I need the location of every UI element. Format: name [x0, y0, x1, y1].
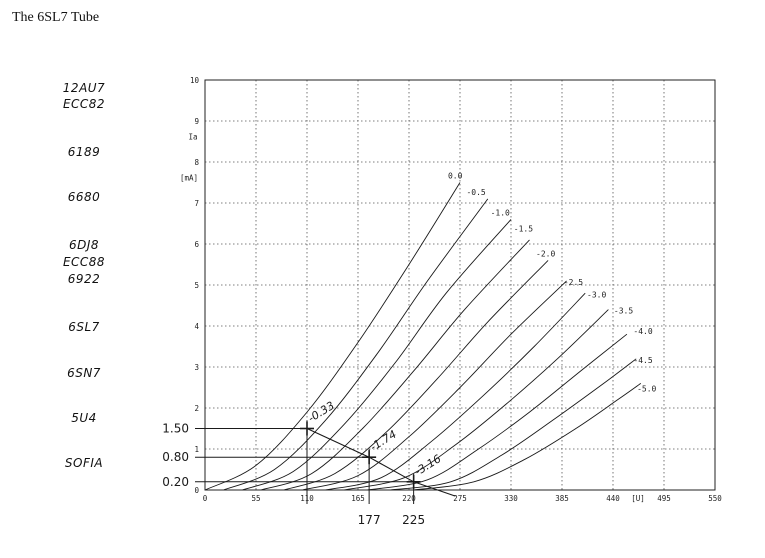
grid-voltage-label: -0.5 [466, 188, 485, 197]
tube-label-6sn7: 6SN7 [67, 366, 101, 380]
x-tick-label: 440 [606, 494, 620, 503]
tube-label-6922: 6922 [67, 272, 101, 286]
y-tick-label: 8 [194, 158, 199, 167]
plate-curve [223, 198, 489, 491]
x-tick-labels: 0 55 110 165 220 275 330 385 440 495 550 [203, 494, 723, 503]
grid-voltage-label: -5.0 [637, 385, 656, 394]
plate-curves [204, 182, 642, 491]
y-tick-label: 9 [194, 117, 199, 126]
plate-curve [241, 219, 512, 491]
tube-label-6680: 6680 [67, 190, 101, 204]
x-tick-label: 275 [453, 494, 467, 503]
y-tick-label: 2 [194, 404, 199, 413]
tube-label-sofia: SOFIA [64, 456, 104, 470]
grid-voltage-label: -4.0 [633, 327, 652, 336]
tube-label-ecc82: ECC82 [62, 97, 106, 111]
x-tick-label: 385 [555, 494, 569, 503]
x-tick-label: 550 [708, 494, 722, 503]
grid-voltage-label: -2.5 [564, 278, 583, 287]
grid-bias-label: -0.33 [306, 399, 337, 425]
plate-curve [367, 333, 628, 491]
plate-curve [283, 260, 549, 491]
plate-curve [260, 239, 530, 491]
plot-frame [204, 79, 716, 491]
plate-curve [302, 280, 567, 491]
x-tick-label: 0 [203, 494, 208, 503]
grid-voltage-label: -2.0 [536, 249, 555, 258]
grid-voltage-label: -1.5 [514, 225, 533, 234]
x-tick-label: 330 [504, 494, 518, 503]
plate-curve [344, 309, 609, 491]
ia-value-label: 1.50 [162, 422, 189, 436]
page-title: The 6SL7 Tube [12, 10, 100, 25]
grid-voltage-label: -3.5 [614, 307, 633, 316]
y-tick-label: 5 [194, 281, 199, 290]
plate-curve [204, 182, 461, 491]
tube-label-5u4: 5U4 [71, 411, 97, 425]
y-axis-label: Ia [188, 132, 197, 141]
y-tick-label: 0 [194, 486, 199, 495]
y-tick-label: 3 [194, 363, 199, 372]
tube-label-6dj8: 6DJ8 [68, 238, 100, 252]
y-tick-label: 1 [194, 445, 199, 454]
x-tick-label: 165 [351, 494, 365, 503]
u-value-label: 177 [358, 513, 381, 527]
plate-curve [325, 292, 586, 491]
tube-label-6189: 6189 [67, 145, 101, 159]
tube-label-ecc88: ECC88 [62, 255, 106, 269]
x-tick-label: 495 [657, 494, 671, 503]
tube-type-list: 12AU7 ECC82 6189 6680 6DJ8 ECC88 6922 6S… [0, 0, 140, 558]
x-tick-label: 55 [251, 494, 260, 503]
x-tick-label: 220 [402, 494, 416, 503]
ia-value-label: 0.80 [162, 450, 189, 464]
tube-label-6sl7: 6SL7 [68, 320, 100, 334]
u-value-label: 225 [402, 513, 425, 527]
load-line [306, 428, 456, 497]
y-tick-label: 6 [194, 240, 199, 249]
y-tick-label: 10 [190, 76, 200, 85]
y-tick-labels: 0 1 2 3 4 5 6 7 8 9 10 [190, 76, 200, 495]
y-tick-label: 7 [194, 199, 199, 208]
grid-voltage-label: -1.0 [491, 208, 510, 217]
grid-voltage-label: -4.5 [633, 356, 652, 365]
x-axis-unit: [U] [631, 494, 645, 503]
grid-voltage-label: 0.0 [448, 171, 463, 180]
grid-voltage-labels: 0.0-0.5 -1.0 -1.5 -2.0 -2.5 -3.0 -3.5 -4.0 -4.5 -… [448, 171, 657, 393]
y-axis-unit: [mA] [180, 173, 198, 182]
tube-label-12au7: 12AU7 [62, 81, 106, 95]
grid-voltage-label: -3.0 [587, 290, 606, 299]
ia-value-label: 0.20 [162, 475, 189, 489]
y-tick-label: 4 [194, 322, 199, 331]
plate-curve [413, 383, 642, 491]
plate-curve [390, 358, 637, 491]
